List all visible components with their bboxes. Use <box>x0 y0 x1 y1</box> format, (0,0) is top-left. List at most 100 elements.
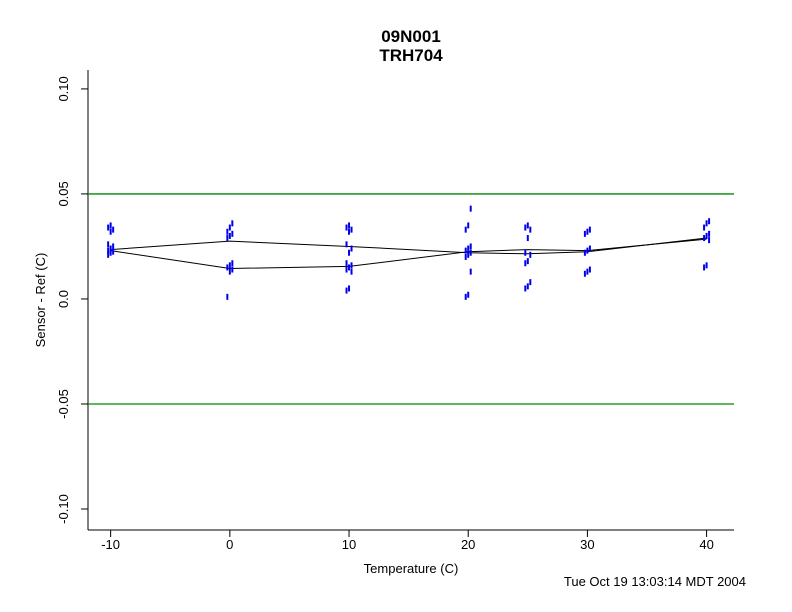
data-point <box>345 241 348 248</box>
data-point <box>524 249 527 256</box>
y-tick-label: 0.05 <box>56 181 71 206</box>
y-tick-label: 0.10 <box>56 76 71 101</box>
data-point <box>345 266 348 273</box>
data-point <box>345 224 348 231</box>
x-tick-label: 30 <box>580 537 594 552</box>
data-point <box>226 235 229 242</box>
data-point <box>526 283 529 290</box>
data-point <box>350 268 353 275</box>
data-point <box>583 249 586 256</box>
x-tick-labels: -10 0 10 20 30 40 <box>101 537 714 552</box>
trend-line-mean-curve-upper <box>110 237 707 255</box>
data-point <box>228 262 231 269</box>
data-point <box>464 247 467 254</box>
data-point <box>348 264 351 271</box>
data-point <box>524 285 527 292</box>
data-point <box>231 230 234 237</box>
data-point <box>467 245 470 252</box>
data-point <box>469 205 472 212</box>
data-point <box>524 260 527 267</box>
data-point <box>109 222 112 229</box>
data-point <box>588 226 591 233</box>
data-point <box>112 226 115 233</box>
data-point <box>231 220 234 227</box>
data-point <box>228 268 231 275</box>
data-point <box>112 243 115 250</box>
data-point <box>588 245 591 252</box>
data-point <box>529 226 532 233</box>
data-point <box>586 228 589 235</box>
data-point <box>348 285 351 292</box>
data-point <box>469 249 472 256</box>
data-point <box>586 268 589 275</box>
data-point <box>469 243 472 250</box>
data-point <box>109 228 112 235</box>
data-point <box>345 260 348 267</box>
data-point <box>464 226 467 233</box>
x-tick-label: 40 <box>699 537 713 552</box>
x-tick-label: -10 <box>101 537 120 552</box>
data-point <box>588 266 591 273</box>
data-point <box>708 218 711 225</box>
x-tick-label: 10 <box>342 537 356 552</box>
data-point <box>529 279 532 286</box>
data-point <box>226 228 229 235</box>
data-point <box>703 224 706 231</box>
data-point <box>526 235 529 242</box>
y-tick-label: -0.10 <box>56 494 71 524</box>
data-point <box>467 251 470 258</box>
plot-subtitle: TRH704 <box>379 46 443 65</box>
data-point <box>226 264 229 271</box>
x-tick-label: 20 <box>461 537 475 552</box>
data-point <box>469 268 472 275</box>
data-point <box>345 287 348 294</box>
data-point <box>348 228 351 235</box>
data-point <box>708 237 711 244</box>
y-tick-labels: 0.10 0.05 0.0 -0.05 -0.10 <box>56 76 71 524</box>
data-point <box>226 293 229 300</box>
data-point <box>112 248 115 255</box>
data-point <box>350 226 353 233</box>
data-point <box>583 230 586 237</box>
data-point <box>109 249 112 256</box>
data-point <box>350 262 353 269</box>
data-point <box>350 245 353 252</box>
data-point <box>348 222 351 229</box>
x-tick-label: 0 <box>226 537 233 552</box>
data-point <box>109 245 112 252</box>
plot-title: 09N001 <box>381 27 441 46</box>
data-point <box>703 264 706 271</box>
data-point <box>705 232 708 239</box>
data-point <box>583 270 586 277</box>
timestamp: Tue Oct 19 13:03:14 MDT 2004 <box>564 574 746 589</box>
data-point <box>107 247 110 254</box>
data-point <box>107 224 110 231</box>
data-point <box>348 249 351 256</box>
y-tick-label: 0.0 <box>56 290 71 308</box>
x-axis-title: Temperature (C) <box>364 561 459 576</box>
data-point <box>524 224 527 231</box>
data-point <box>703 235 706 242</box>
data-point <box>231 260 234 267</box>
data-point <box>526 222 529 229</box>
data-point <box>467 291 470 298</box>
data-point <box>107 251 110 258</box>
data-point <box>228 224 231 231</box>
y-tick-label: -0.05 <box>56 389 71 419</box>
data-point <box>705 262 708 269</box>
data-point <box>526 258 529 265</box>
data-point <box>464 253 467 260</box>
data-point <box>586 247 589 254</box>
data-point <box>467 222 470 229</box>
data-point <box>464 293 467 300</box>
y-axis-title: Sensor - Ref (C) <box>33 253 48 348</box>
axes <box>87 70 734 531</box>
data-point <box>708 230 711 237</box>
data-point <box>107 241 110 248</box>
data-point <box>705 220 708 227</box>
data-point <box>529 251 532 258</box>
data-layer <box>81 88 734 537</box>
data-point <box>228 232 231 239</box>
data-point <box>231 266 234 273</box>
